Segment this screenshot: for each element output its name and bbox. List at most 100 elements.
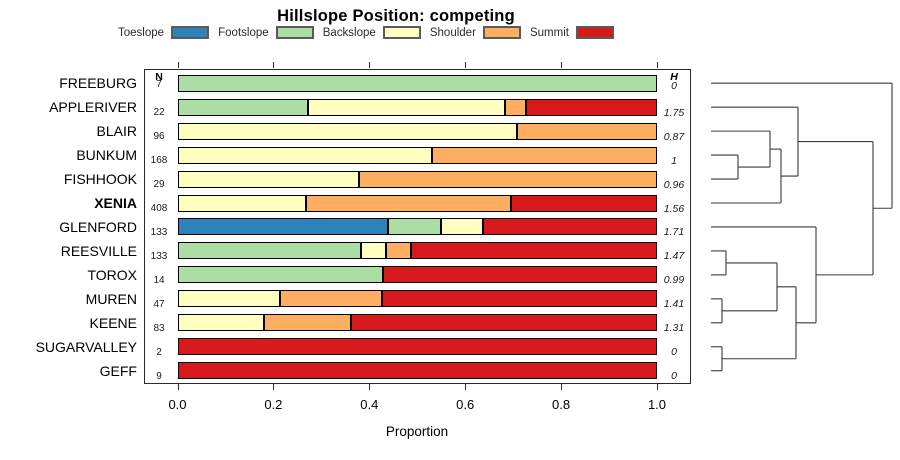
series-label: XENIA <box>94 195 137 211</box>
bar-row <box>177 362 657 380</box>
x-tick-label: 0.2 <box>264 397 283 412</box>
x-axis-tick <box>657 62 658 68</box>
legend-item: Backslope <box>323 26 421 39</box>
x-axis-tick <box>561 383 563 390</box>
series-label: BLAIR <box>96 123 137 140</box>
legend-swatch <box>382 26 421 39</box>
bar-row <box>177 98 658 116</box>
n-value: 7 <box>156 79 162 91</box>
legend-swatch <box>575 26 614 39</box>
series-label: MUREN <box>85 290 137 307</box>
x-axis-tick <box>465 62 467 68</box>
legend-item: Summit <box>530 26 614 39</box>
series-label: GEFF <box>99 362 137 379</box>
bar-segment-toeslope <box>177 218 388 236</box>
bar-segment-backslope <box>177 290 280 308</box>
x-tick-label: 0.8 <box>552 397 571 412</box>
x-tick-label: 0.6 <box>456 397 475 412</box>
bar-segment-summit <box>381 290 657 308</box>
bar-segment-footslope <box>177 266 384 284</box>
legend: Toeslope Footslope Backslope Shoulder Summit <box>118 25 614 40</box>
x-tick-label: 0.4 <box>360 397 379 412</box>
bar-segment-summit <box>177 362 657 380</box>
h-value: 1 <box>671 154 677 167</box>
bar-segment-shoulder <box>359 170 657 188</box>
bar-row <box>177 266 658 284</box>
series-label: TOROX <box>87 266 137 283</box>
bar-segment-summit <box>177 338 657 356</box>
x-axis-tick <box>369 383 371 390</box>
x-axis-title: Proportion <box>385 424 449 439</box>
series-label: KEENE <box>89 314 137 331</box>
x-axis-tick <box>273 383 275 390</box>
x-axis-tick <box>561 62 563 68</box>
series-label: BUNKUM <box>76 147 137 164</box>
x-axis-tick <box>177 62 179 68</box>
h-value: 0 <box>671 370 677 383</box>
legend-swatch <box>275 26 314 39</box>
bar-segment-shoulder <box>306 194 511 212</box>
bar-row <box>177 146 658 164</box>
x-tick-label: 0.0 <box>168 397 187 412</box>
legend-swatch <box>171 26 210 39</box>
x-axis-tick <box>177 383 179 390</box>
h-value: 1.41 <box>663 298 685 311</box>
bar-segment-shoulder <box>504 98 527 116</box>
bar-segment-backslope <box>441 218 484 236</box>
bar-row <box>177 290 658 308</box>
n-value: 83 <box>153 322 165 334</box>
legend-swatch <box>482 26 521 39</box>
x-axis-tick <box>369 62 371 68</box>
bar-segment-summit <box>526 98 657 116</box>
bar-segment-footslope <box>177 74 657 92</box>
n-value: 2 <box>156 346 162 358</box>
n-value: 96 <box>153 131 165 143</box>
bar-segment-summit <box>510 194 657 212</box>
legend-label: Shoulder <box>429 26 476 39</box>
h-value: 0.87 <box>663 130 685 143</box>
bar-segment-shoulder <box>431 146 657 164</box>
h-value: 1.31 <box>663 322 685 335</box>
bar-segment-summit <box>411 242 657 260</box>
bar-segment-backslope <box>177 146 432 164</box>
h-value: 1.75 <box>663 106 685 119</box>
n-value: 14 <box>153 274 165 286</box>
chart-title: Hillslope Position: competing <box>277 7 515 25</box>
h-value: 0.99 <box>663 274 685 287</box>
series-label: SUGARVALLEY <box>35 338 137 355</box>
h-value: 1.47 <box>663 250 685 263</box>
bar-segment-shoulder <box>279 290 382 308</box>
legend-item: Toeslope <box>118 26 210 39</box>
legend-item: Shoulder <box>430 26 521 39</box>
n-column-header: N <box>155 70 163 83</box>
legend-label: Toeslope <box>118 26 165 39</box>
bar-segment-backslope <box>177 314 265 332</box>
bar-segment-backslope <box>177 194 306 212</box>
x-axis-tick <box>273 62 275 68</box>
h-value: 1.71 <box>663 226 685 239</box>
bar-segment-backslope <box>177 122 517 140</box>
bar-segment-shoulder <box>386 242 411 260</box>
n-value: 22 <box>153 107 165 119</box>
h-value: 0 <box>671 79 677 92</box>
n-value: 133 <box>150 226 168 238</box>
series-label: GLENFORD <box>59 218 137 235</box>
series-label: APPLERIVER <box>49 99 137 116</box>
series-label: FREEBURG <box>59 75 137 92</box>
bar-segment-footslope <box>177 98 309 116</box>
bar-row <box>177 170 658 188</box>
h-value: 0 <box>671 346 677 359</box>
bar-segment-footslope <box>177 242 362 260</box>
n-value: 47 <box>153 298 165 310</box>
legend-item: Footslope <box>218 26 314 39</box>
bar-row <box>177 338 657 356</box>
bar-segment-shoulder <box>516 122 657 140</box>
h-column-header: H <box>670 70 678 83</box>
bar-row <box>177 314 658 332</box>
n-value: 408 <box>150 203 168 214</box>
bar-row <box>177 194 658 212</box>
x-tick-label: 1.0 <box>647 397 667 412</box>
bar-segment-backslope <box>308 98 505 116</box>
bar-row <box>177 122 658 140</box>
